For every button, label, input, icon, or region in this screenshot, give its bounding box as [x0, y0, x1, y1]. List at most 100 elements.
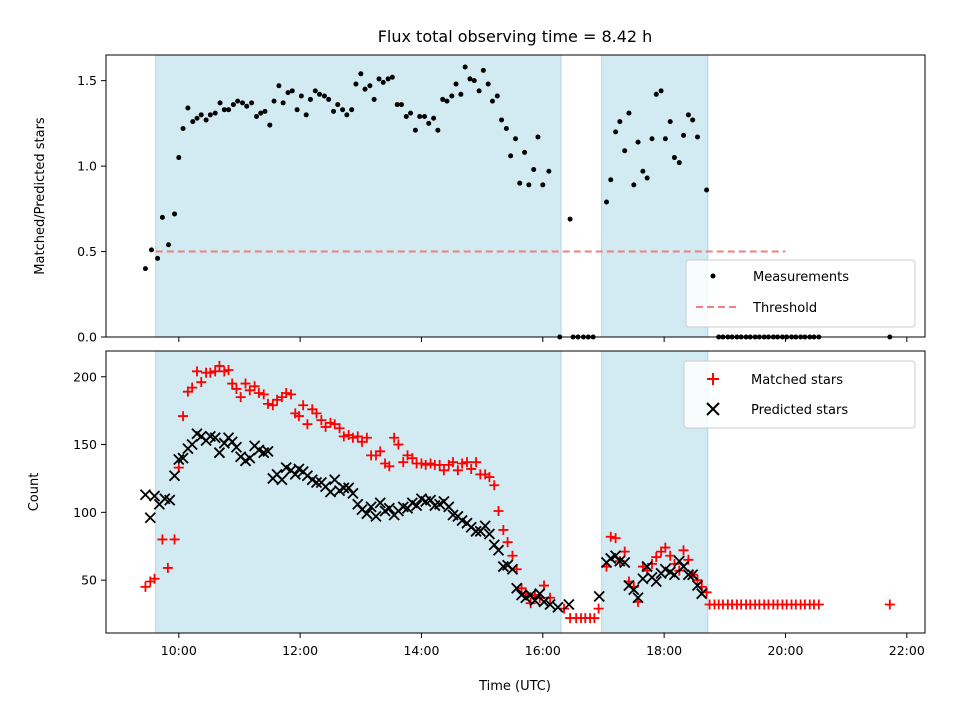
predicted-star-point	[534, 588, 546, 600]
measurement-point	[389, 74, 395, 80]
measurement-point	[458, 91, 464, 97]
measurement-point	[235, 98, 241, 104]
top-axes-frame	[105, 54, 926, 338]
measurement-point	[285, 90, 291, 96]
matched-star-point	[525, 598, 536, 609]
measurement-point	[207, 112, 213, 118]
measurement-point	[531, 167, 537, 173]
predicted-star-point	[668, 569, 681, 581]
predicted-stars-points	[139, 428, 708, 613]
predicted-star-point	[164, 494, 176, 506]
matched-star-point	[240, 378, 251, 389]
x-tick-label: 20:00	[767, 643, 803, 658]
measurement-point	[513, 136, 518, 142]
bottom-y-axis-label: Count	[27, 473, 42, 512]
measurement-point	[467, 76, 473, 82]
measurement-point	[271, 98, 277, 104]
top-y-ticks: 0.0 0.5 1.0 1.5	[77, 73, 106, 345]
predicted-star-point	[338, 482, 350, 494]
measurement-point	[517, 180, 523, 186]
measurement-point	[449, 93, 455, 99]
chart-title: Flux total observing time = 8.42 h	[378, 27, 653, 46]
measurement-point	[317, 91, 323, 97]
measurement-point	[244, 103, 250, 109]
measurement-point	[412, 127, 418, 133]
predicted-star-point	[492, 544, 505, 556]
predicted-star-point	[483, 528, 496, 540]
predicted-star-point	[230, 441, 243, 453]
predicted-star-point	[213, 447, 226, 459]
measurement-point	[567, 216, 573, 222]
measurement-point	[398, 102, 404, 108]
matched-star-point	[325, 417, 336, 428]
predicted-star-point	[289, 468, 301, 481]
bottom-observing-windows	[155, 350, 709, 634]
matched-star-point	[484, 472, 495, 483]
predicted-star-point	[650, 575, 662, 588]
matched-star-point	[448, 457, 459, 468]
measurement-point	[307, 96, 313, 102]
predicted-star-point	[677, 560, 690, 573]
matched-star-point	[267, 400, 278, 411]
matched-star-point	[219, 366, 230, 377]
y-tick-label: 0.0	[77, 330, 97, 345]
observing-window-0	[155, 54, 562, 338]
measurement-point	[653, 91, 659, 97]
matched-star-point	[347, 432, 358, 443]
matched-star-point	[605, 531, 616, 542]
matched-star-point	[298, 400, 309, 411]
measurement-point	[249, 100, 255, 106]
measurement-point	[294, 107, 300, 113]
matched-star-point	[157, 534, 168, 545]
bottom-panel: 50 100 150 200 10:00 12:00 14:00 16:00 18:00 20:…	[27, 350, 926, 694]
measurement-point	[349, 107, 355, 113]
measurement-point	[376, 76, 382, 82]
measurement-point	[262, 108, 268, 114]
matched-star-point	[610, 533, 621, 544]
measurement-point	[522, 149, 528, 155]
matched-star-point	[384, 461, 395, 472]
measurement-point	[440, 96, 446, 102]
measurement-point	[480, 67, 486, 73]
predicted-star-point	[324, 486, 337, 498]
matched-star-point	[253, 388, 264, 399]
measurement-point	[408, 110, 414, 116]
measurement-point	[321, 93, 327, 99]
matched-star-point	[249, 381, 260, 392]
measurement-point	[149, 247, 154, 253]
predicted-star-point	[628, 583, 640, 596]
matched-star-point	[286, 389, 297, 400]
measurement-point	[198, 112, 204, 118]
measurement-point	[658, 88, 664, 94]
predicted-star-point	[144, 512, 156, 524]
measurement-point	[667, 119, 673, 125]
matched-star-point	[651, 552, 662, 563]
measurement-point	[635, 139, 641, 145]
measurement-point	[326, 96, 332, 102]
measurement-point	[276, 83, 282, 89]
matched-star-point	[425, 458, 436, 469]
predicted-star-point	[383, 502, 395, 514]
predicted-star-point	[370, 510, 382, 523]
legend-predicted-label: Predicted stars	[751, 403, 848, 418]
matched-star-point	[223, 364, 234, 375]
predicted-star-point	[544, 598, 556, 611]
measurement-point	[489, 98, 495, 104]
matched-star-point	[196, 377, 207, 388]
matched-star-point	[493, 505, 504, 516]
measurement-point	[444, 98, 450, 104]
x-tick-label: 18:00	[646, 643, 682, 658]
measurement-point	[526, 182, 532, 188]
matched-star-point	[389, 432, 400, 443]
matched-stars-points	[140, 360, 895, 624]
x-axis-label: Time (UTC)	[478, 679, 551, 694]
matched-star-point	[461, 457, 472, 468]
measurement-point	[508, 153, 514, 159]
predicted-star-point	[687, 569, 699, 581]
x-tick-label: 16:00	[525, 643, 561, 658]
predicted-star-point	[506, 563, 519, 575]
measurement-point	[644, 175, 650, 181]
top-legend-box	[685, 259, 916, 328]
predicted-star-point	[361, 508, 373, 520]
bottom-y-ticks: 50 100 150 200	[73, 369, 106, 588]
